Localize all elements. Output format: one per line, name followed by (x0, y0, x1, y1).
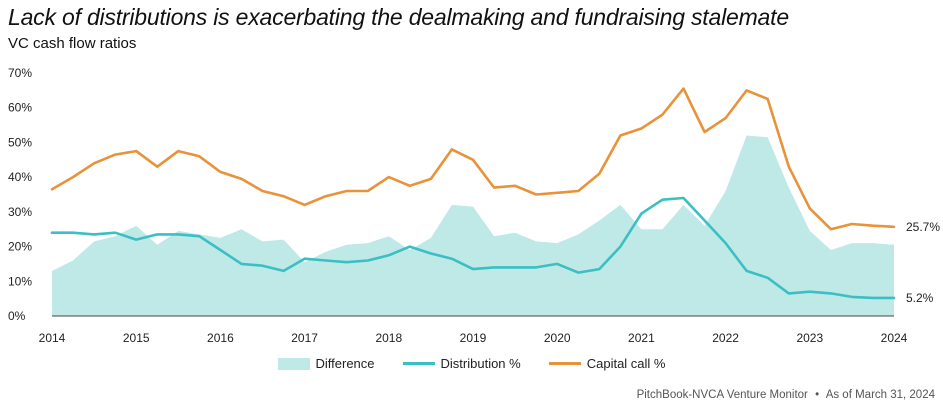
difference-area-layer (52, 135, 894, 316)
x-tick-label: 2021 (628, 331, 655, 345)
legend-swatch-distribution (402, 362, 435, 365)
source-date: As of March 31, 2024 (825, 389, 935, 401)
series-distribution-line (50, 196, 896, 300)
source-separator: • (815, 389, 820, 401)
x-tick-label: 2020 (544, 331, 571, 345)
legend-swatch-difference (277, 357, 310, 370)
legend-label-difference: Difference (315, 356, 375, 371)
y-tick-label: 70% (8, 66, 32, 80)
y-tick-label: 0% (8, 309, 26, 323)
legend-label-distribution: Distribution % (440, 356, 521, 371)
end-labels: 5.2% 25.7% (906, 220, 940, 305)
y-tick-labels: 0% 10% 20% 30% 40% 50% 60% 70% (8, 66, 32, 323)
legend-swatch-capital-call (548, 362, 581, 365)
x-tick-label: 2016 (207, 331, 234, 345)
x-tick-label: 2017 (291, 331, 318, 345)
end-label-capital-call: 25.7% (906, 220, 940, 234)
x-tick-label: 2024 (881, 331, 908, 345)
x-tick-label: 2015 (123, 331, 150, 345)
y-tick-label: 10% (8, 274, 32, 288)
x-tick-label: 2014 (39, 331, 66, 345)
chart-title: Lack of distributions is exacerbating th… (8, 4, 789, 30)
x-tick-label: 2023 (796, 331, 823, 345)
y-tick-label: 50% (8, 135, 32, 149)
legend-item-difference: Difference (277, 356, 375, 371)
legend-item-capital-call: Capital call % (548, 356, 666, 371)
legend: Difference Distribution % Capital call % (0, 356, 943, 371)
legend-item-distribution: Distribution % (402, 356, 521, 371)
y-tick-label: 40% (8, 170, 32, 184)
x-tick-label: 2022 (712, 331, 739, 345)
chart-subtitle: VC cash flow ratios (8, 35, 137, 52)
x-tick-label: 2018 (375, 331, 402, 345)
series-capital-call-line (50, 87, 896, 231)
series-difference-area (52, 135, 894, 316)
x-tick-labels: 2014 2015 2016 2017 2018 2019 2020 2021 2022 2023… (39, 331, 908, 345)
legend-label-capital-call: Capital call % (586, 356, 666, 371)
end-label-distribution: 5.2% (906, 291, 934, 305)
y-tick-label: 20% (8, 240, 32, 254)
y-tick-label: 60% (8, 101, 32, 115)
source-note: PitchBook-NVCA Venture Monitor • As of M… (637, 389, 935, 401)
x-tick-label: 2019 (460, 331, 487, 345)
source-name: PitchBook-NVCA Venture Monitor (636, 389, 808, 401)
y-tick-label: 30% (8, 205, 32, 219)
series-lines-layer (50, 87, 896, 300)
